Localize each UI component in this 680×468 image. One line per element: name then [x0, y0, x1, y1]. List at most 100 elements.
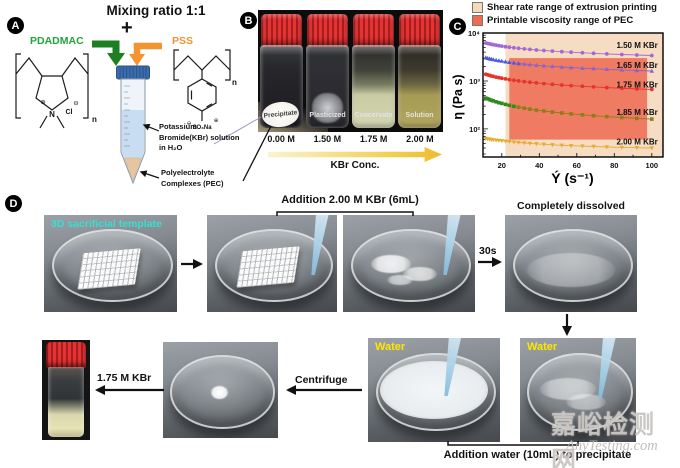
photo-dissolved	[505, 215, 637, 312]
vial-cap	[307, 14, 348, 47]
vial-state-label: Plasticized	[309, 112, 346, 119]
printed-lattice	[236, 246, 300, 288]
kbr-conc-row: 0.00 M 1.50 M 1.75 M 2.00 M	[258, 134, 443, 144]
svg-text:10³: 10³	[469, 77, 480, 86]
viscosity-chart: 20 40 60 80 100 10² 10³ 10⁴ 1.50 M KBr 1.65 M KBr…	[468, 29, 664, 170]
kbr-pointer-arrow	[142, 123, 160, 132]
dissolved-film	[527, 253, 615, 287]
pec-pellet	[211, 386, 228, 399]
photo-water-addition: Water	[520, 338, 636, 442]
kbr-solution	[122, 110, 144, 181]
milky-suspension	[379, 360, 489, 420]
svg-text:1.50 M KBr: 1.50 M KBr	[616, 41, 657, 50]
vial-glass: Precipitate	[260, 45, 303, 129]
conc-label: 0.00 M	[267, 134, 295, 144]
chloride-atom: Cl	[66, 109, 73, 116]
vial-state-label: Coacervate	[354, 112, 393, 119]
precipitating-swirl	[540, 378, 596, 400]
x-axis-label: Ý (s⁻¹)	[551, 170, 594, 186]
vial-state-label: Precipitate	[263, 109, 298, 120]
green-mix-arrow	[92, 40, 125, 66]
vial-cap	[46, 342, 86, 368]
photo-template: 3D sacrificial template	[44, 215, 177, 312]
dissolved-label: Completely dissolved	[517, 200, 625, 212]
pec-pointer-arrow	[139, 170, 160, 179]
legend-label: Shear rate range of extrusion printing	[487, 2, 657, 13]
panel-b-badge: B	[240, 12, 257, 29]
water-label: Water	[527, 341, 558, 353]
addition-kbr-label: Addition 2.00 M KBr (6mL)	[281, 194, 419, 206]
vial-state-label: Solution	[405, 112, 434, 119]
svg-text:1.75 M KBr: 1.75 M KBr	[616, 80, 657, 89]
panel-a-badge: A	[7, 17, 24, 34]
dissolving-fragment	[387, 275, 413, 285]
petri-dish	[512, 228, 634, 303]
vial-glass: Plasticized	[306, 45, 349, 128]
legend-label: Printable viscosity range of PEC	[487, 15, 634, 26]
svg-text:80: 80	[610, 161, 618, 170]
pdadmac-structure	[15, 53, 89, 129]
vial-cap	[399, 14, 440, 47]
repeat-n: n	[232, 78, 237, 87]
svg-text:60: 60	[573, 161, 581, 170]
plasticized-chunk	[312, 93, 343, 123]
centrifuge-label: Centrifuge	[295, 374, 348, 386]
vial-glass	[48, 367, 84, 437]
template-label: 3D sacrificial template	[51, 218, 162, 230]
repeat-n: n	[92, 115, 97, 124]
dissolving-fragment	[371, 255, 411, 273]
red-swatch-icon	[472, 15, 483, 26]
vial-precipitate: Precipitate	[260, 14, 303, 129]
photo-pellet	[163, 342, 278, 438]
photo-dissolving	[343, 215, 475, 312]
conc-label: 2.00 M	[406, 134, 434, 144]
nitrogen-atom: N	[49, 110, 55, 119]
vial-cap	[261, 14, 302, 47]
svg-text:1.85 M KBr: 1.85 M KBr	[616, 108, 657, 117]
vials-photo: Precipitate Plasticized Coacervate Solut…	[258, 10, 443, 132]
precipitating-swirl	[566, 394, 606, 410]
pss-label: PSS	[172, 35, 194, 47]
plus-charge: ⊕	[40, 99, 46, 106]
vial-cap	[353, 14, 394, 47]
vial-glass: Solution	[398, 45, 441, 128]
panel-d-badge: D	[5, 195, 22, 212]
svg-text:40: 40	[535, 161, 543, 170]
y-axis-label: η (Pa s)	[451, 74, 465, 120]
conc-label: 1.75 M	[359, 134, 388, 144]
falcon-tube	[116, 65, 150, 185]
photo-result-vial	[42, 340, 90, 440]
pec-pellet-in-tube	[124, 157, 142, 182]
svg-text:100: 100	[646, 161, 659, 170]
water-label: Water	[375, 341, 406, 353]
kbr-result-label: 1.75 M KBr	[97, 372, 152, 384]
minus-charge: ⊖	[73, 100, 79, 107]
photo-water-milky: Water	[368, 338, 500, 442]
kbr-conc-axis-label: KBr Conc.	[330, 160, 380, 171]
orange-mix-arrow	[129, 42, 162, 66]
svg-text:2.00 M KBr: 2.00 M KBr	[616, 137, 657, 146]
legend-row-shear: Shear rate range of extrusion printing	[472, 2, 657, 13]
panel-c-badge: C	[449, 18, 466, 35]
vial-coacervate: Coacervate	[352, 14, 395, 128]
legend-row-viscosity: Printable viscosity range of PEC	[472, 15, 633, 26]
svg-text:20: 20	[498, 161, 506, 170]
pec-label: Polyelectrolyte Complexes (PEC)	[161, 168, 224, 188]
mixing-ratio-title: Mixing ratio 1:1	[106, 3, 206, 18]
conc-label: 1.50 M	[313, 134, 342, 144]
svg-text:1.65 M KBr: 1.65 M KBr	[616, 61, 657, 70]
pss-structure	[173, 49, 231, 121]
time-label: 30s	[479, 245, 497, 257]
pdadmac-label: PDADMAC	[30, 35, 84, 47]
watermark-en: AnyTesting.com	[566, 438, 658, 454]
addition-water-label: Addition water (10mL) to precipitate	[443, 449, 632, 461]
precipitate-blob: Precipitate	[260, 100, 301, 129]
photo-kbr-addition	[207, 215, 337, 312]
printed-lattice	[77, 248, 141, 290]
peach-swatch-icon	[472, 2, 483, 13]
vial-plasticized: Plasticized	[306, 14, 349, 128]
watermark-cn: 嘉峪检测网	[551, 411, 656, 468]
plus-sign: +	[121, 17, 133, 39]
svg-text:10²: 10²	[469, 125, 480, 134]
